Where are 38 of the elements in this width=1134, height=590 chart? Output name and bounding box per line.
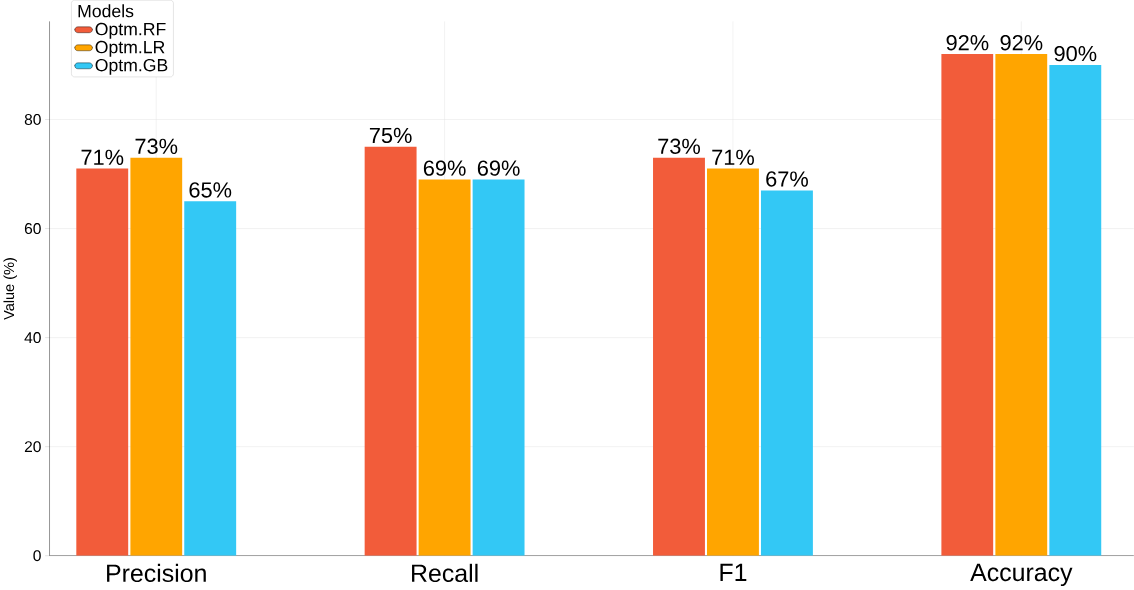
legend-label: Optm.LR — [95, 41, 165, 58]
y-tick-label: 20 — [24, 441, 41, 453]
x-tick-label: F1 — [720, 564, 747, 582]
bar — [760, 190, 813, 556]
bar — [472, 179, 525, 556]
data-label: 65% — [189, 182, 232, 198]
bar — [941, 54, 994, 556]
data-label: 90% — [1054, 46, 1097, 62]
bar — [1049, 65, 1102, 556]
legend-label: Optm.GB — [95, 59, 168, 76]
data-label: 73% — [135, 138, 178, 155]
legend-title: Models — [78, 4, 134, 18]
bar — [130, 157, 183, 556]
y-tick-label: 60 — [24, 223, 41, 235]
y-tick-label: 40 — [24, 332, 41, 344]
y-tick-label: 80 — [24, 114, 41, 126]
data-label: 92% — [946, 35, 989, 51]
bar — [995, 54, 1048, 556]
legend-label: Optm.RF — [95, 23, 166, 40]
bar — [364, 146, 417, 556]
bar — [653, 157, 705, 556]
data-label: 71% — [712, 149, 754, 166]
data-label: 92% — [1000, 35, 1043, 51]
y-axis-title: Value (%) — [3, 258, 17, 321]
data-label: 67% — [766, 171, 808, 187]
x-tick-label: Recall — [412, 564, 478, 583]
y-tick-label: 0 — [33, 550, 41, 562]
x-tick-label: Accuracy — [970, 564, 1073, 587]
data-label: 71% — [81, 149, 124, 166]
bar — [707, 168, 759, 556]
data-label: 69% — [423, 160, 466, 177]
bar — [76, 168, 129, 556]
x-tick-label: Precision — [107, 564, 206, 583]
bar — [184, 201, 237, 556]
bar — [418, 179, 471, 556]
data-label: 69% — [477, 160, 520, 177]
data-label: 75% — [369, 128, 412, 144]
data-label: 73% — [658, 138, 701, 155]
